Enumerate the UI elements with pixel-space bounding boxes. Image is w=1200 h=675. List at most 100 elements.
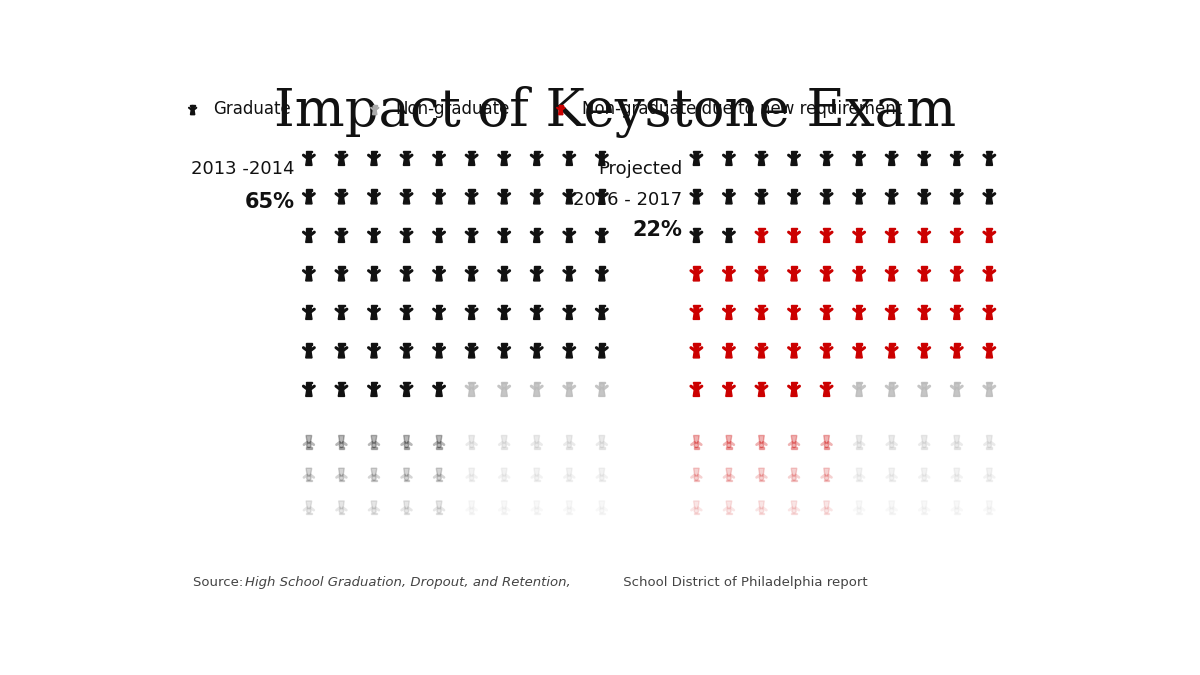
Circle shape xyxy=(922,443,926,448)
Circle shape xyxy=(599,344,605,349)
Bar xyxy=(502,189,508,190)
Polygon shape xyxy=(599,273,605,281)
Bar xyxy=(986,382,992,383)
Polygon shape xyxy=(502,468,508,476)
Polygon shape xyxy=(986,273,992,281)
Polygon shape xyxy=(694,157,700,165)
Bar xyxy=(502,382,508,383)
Circle shape xyxy=(954,383,959,387)
Circle shape xyxy=(889,267,894,272)
Bar xyxy=(566,189,572,190)
Circle shape xyxy=(502,344,506,349)
Bar xyxy=(436,305,443,306)
Bar xyxy=(791,228,797,229)
Circle shape xyxy=(760,267,764,272)
Bar xyxy=(726,382,732,383)
Circle shape xyxy=(857,383,862,387)
Polygon shape xyxy=(823,157,829,165)
Circle shape xyxy=(760,383,764,387)
Bar xyxy=(694,344,700,345)
Polygon shape xyxy=(566,501,572,508)
Polygon shape xyxy=(857,435,862,443)
Circle shape xyxy=(534,476,539,481)
Polygon shape xyxy=(338,388,344,396)
Circle shape xyxy=(534,383,539,387)
Bar xyxy=(986,513,992,514)
Polygon shape xyxy=(856,388,863,396)
Bar xyxy=(922,513,928,514)
Bar xyxy=(502,448,508,449)
Bar xyxy=(469,513,474,514)
Bar xyxy=(922,344,928,345)
Circle shape xyxy=(694,443,698,448)
Polygon shape xyxy=(758,468,764,476)
Polygon shape xyxy=(758,501,764,508)
Circle shape xyxy=(986,267,991,272)
Circle shape xyxy=(306,267,311,272)
Polygon shape xyxy=(726,388,732,396)
Circle shape xyxy=(340,509,343,513)
Circle shape xyxy=(889,229,894,234)
Circle shape xyxy=(404,190,409,195)
Bar xyxy=(403,151,409,152)
Circle shape xyxy=(889,383,894,387)
Bar xyxy=(694,305,700,306)
Polygon shape xyxy=(599,388,605,396)
Polygon shape xyxy=(436,234,443,242)
Circle shape xyxy=(437,476,442,481)
Bar xyxy=(954,448,960,449)
Polygon shape xyxy=(191,109,194,115)
Polygon shape xyxy=(889,468,894,476)
Bar xyxy=(922,151,928,152)
Circle shape xyxy=(954,509,959,513)
Polygon shape xyxy=(306,388,312,396)
Polygon shape xyxy=(534,196,540,204)
Polygon shape xyxy=(791,501,797,508)
Polygon shape xyxy=(791,435,797,443)
Bar xyxy=(823,151,829,152)
Bar xyxy=(371,448,377,449)
Circle shape xyxy=(986,229,991,234)
Polygon shape xyxy=(823,196,829,204)
Bar xyxy=(599,382,605,383)
Circle shape xyxy=(694,383,698,387)
Bar xyxy=(599,513,605,514)
Circle shape xyxy=(307,476,311,481)
Bar xyxy=(888,305,895,306)
Polygon shape xyxy=(403,388,409,396)
Bar xyxy=(469,480,474,481)
Bar xyxy=(888,151,895,152)
Bar xyxy=(403,305,409,306)
Bar xyxy=(306,228,312,229)
Circle shape xyxy=(437,344,442,349)
Circle shape xyxy=(760,229,764,234)
Bar xyxy=(468,344,475,345)
Polygon shape xyxy=(791,350,797,358)
Bar xyxy=(599,189,605,190)
Bar xyxy=(726,228,732,229)
Circle shape xyxy=(566,267,571,272)
Polygon shape xyxy=(403,501,409,508)
Circle shape xyxy=(726,190,731,195)
Polygon shape xyxy=(758,196,764,204)
Bar xyxy=(758,305,764,306)
Polygon shape xyxy=(823,435,829,443)
Bar xyxy=(468,189,475,190)
Circle shape xyxy=(824,229,829,234)
Bar xyxy=(823,189,829,190)
Bar xyxy=(436,189,443,190)
Bar xyxy=(502,513,508,514)
Bar xyxy=(371,151,377,152)
Polygon shape xyxy=(566,196,572,204)
Circle shape xyxy=(694,344,698,349)
Circle shape xyxy=(889,152,894,157)
Polygon shape xyxy=(758,350,764,358)
Circle shape xyxy=(600,509,604,513)
Circle shape xyxy=(469,383,474,387)
Bar xyxy=(338,480,344,481)
Polygon shape xyxy=(468,311,475,319)
Bar xyxy=(403,344,409,345)
Bar xyxy=(791,305,797,306)
Circle shape xyxy=(986,152,991,157)
Polygon shape xyxy=(306,196,312,204)
